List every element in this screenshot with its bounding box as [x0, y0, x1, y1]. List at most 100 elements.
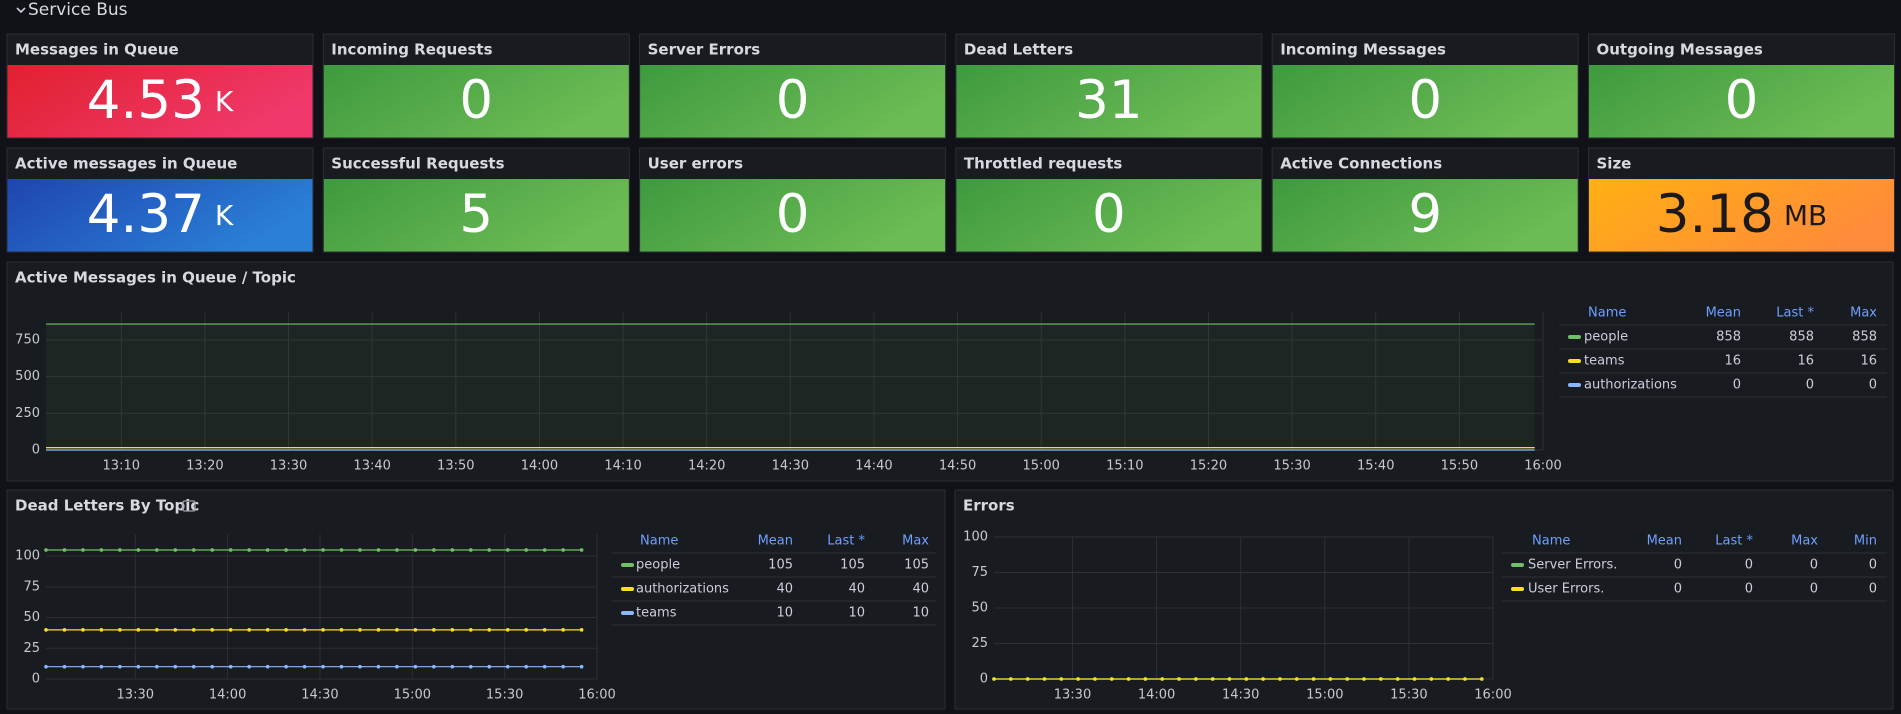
legend-value: 0 — [1810, 558, 1818, 573]
stat-value: 5 — [459, 184, 493, 245]
y-tick-label: 25 — [971, 636, 988, 651]
data-point — [542, 664, 547, 669]
stat-number: 0 — [459, 70, 493, 131]
legend-value: 0 — [1806, 378, 1814, 393]
y-tick-label: 100 — [15, 549, 40, 564]
legend-header: Max — [902, 534, 929, 549]
data-point — [1143, 677, 1148, 681]
data-point — [450, 628, 455, 632]
data-point — [487, 664, 492, 669]
legend-swatch — [1568, 383, 1581, 387]
legend-swatch — [1568, 359, 1581, 363]
stat-number: 3.18 — [1656, 184, 1774, 245]
legend-value: 0 — [1745, 582, 1753, 597]
data-point — [284, 628, 288, 632]
collapse-chevron[interactable] — [16, 7, 26, 14]
legend-value: 0 — [1674, 558, 1682, 573]
data-point — [1379, 677, 1383, 681]
legend-swatch — [1511, 587, 1524, 591]
data-point — [44, 628, 48, 632]
data-point — [1328, 677, 1333, 681]
stat-background — [323, 65, 629, 138]
data-point — [228, 548, 233, 552]
data-point — [302, 548, 307, 552]
legend-header: Name — [1532, 534, 1570, 549]
data-point — [376, 664, 381, 669]
stat-unit: K — [215, 199, 234, 232]
data-point — [155, 628, 159, 632]
stat-unit: K — [215, 85, 234, 118]
data-point — [1227, 677, 1232, 681]
y-tick-label: 500 — [15, 369, 40, 384]
legend-value: 10 — [776, 606, 793, 621]
legend-value: 10 — [912, 606, 929, 621]
stat-value: 31 — [1075, 70, 1142, 131]
stat-background — [956, 65, 1262, 138]
data-point — [44, 548, 48, 552]
data-point — [1311, 677, 1316, 681]
y-tick-label: 0 — [32, 672, 40, 687]
stat-value: 4.53 K — [87, 70, 234, 131]
chart-panel — [6, 489, 946, 710]
data-point — [561, 548, 565, 552]
data-point — [1244, 677, 1249, 681]
x-tick-label: 15:00 — [394, 688, 431, 703]
data-point — [358, 664, 362, 669]
legend-swatch — [621, 611, 634, 615]
legend-name: authorizations — [636, 582, 729, 597]
data-point — [284, 548, 288, 552]
data-point — [321, 628, 325, 632]
data-point — [302, 628, 307, 632]
data-point — [542, 548, 547, 552]
data-point — [1479, 677, 1484, 681]
x-tick-label: 15:30 — [1273, 459, 1310, 474]
legend-value: 105 — [768, 558, 793, 573]
section-title[interactable]: Service Bus — [28, 0, 128, 20]
legend-value: 0 — [1745, 558, 1753, 573]
legend-name: teams — [636, 606, 677, 621]
x-tick-label: 15:50 — [1441, 459, 1478, 474]
data-point — [339, 548, 344, 552]
data-point — [1463, 677, 1467, 681]
data-point — [321, 664, 325, 669]
chart-title: Dead Letters By Topic — [15, 497, 199, 515]
data-point — [265, 664, 270, 669]
stat-number: 4.37 — [87, 184, 205, 245]
x-tick-label: 14:40 — [855, 459, 892, 474]
stat-title: Incoming Requests — [331, 41, 492, 59]
stat-background — [7, 179, 313, 252]
data-point — [228, 628, 233, 632]
stat-number: 0 — [776, 70, 810, 131]
stat-value: 9 — [1408, 184, 1442, 245]
data-point — [191, 548, 196, 552]
stat-background — [1589, 179, 1894, 252]
data-point — [247, 548, 251, 552]
data-point — [339, 628, 344, 632]
legend-name: people — [1584, 330, 1628, 345]
stat-title: Active messages in Queue — [15, 155, 237, 173]
data-point — [118, 548, 122, 552]
stat-number: 5 — [459, 184, 493, 245]
stat-number: 9 — [1408, 184, 1442, 245]
x-tick-label: 13:10 — [103, 459, 140, 474]
data-point — [210, 628, 215, 632]
data-point — [505, 664, 510, 669]
data-point — [136, 548, 141, 552]
stat-title: User errors — [648, 155, 744, 173]
data-point — [1076, 677, 1080, 681]
data-point — [358, 628, 362, 632]
data-point — [44, 664, 48, 669]
data-point — [376, 628, 381, 632]
data-point — [1395, 677, 1400, 681]
legend-value: 0 — [1869, 582, 1877, 597]
data-point — [247, 628, 251, 632]
data-point — [505, 548, 510, 552]
data-point — [173, 548, 178, 552]
stat-title: Throttled requests — [964, 155, 1122, 173]
stat-background — [640, 179, 946, 252]
data-point — [376, 548, 381, 552]
x-tick-label: 14:00 — [521, 459, 558, 474]
stat-unit: MB — [1784, 199, 1827, 232]
stat-number: 0 — [1725, 70, 1759, 131]
legend-header: Mean — [1647, 534, 1682, 549]
